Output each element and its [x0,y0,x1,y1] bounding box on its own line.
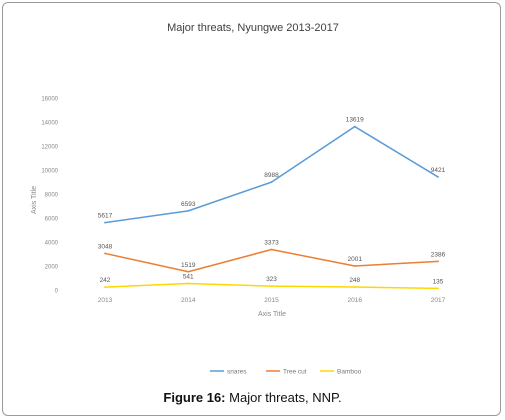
caption-text: Major threats, NNP. [229,390,342,405]
data-point-bamboo-2013 [104,286,106,288]
y-tick-label-12000: 12000 [41,145,58,151]
data-label-snares-2013: 5617 [98,213,113,220]
data-label-snares-2017: 9421 [431,167,446,174]
y-axis-ticks: 0 2000 4000 6000 8000 10000 12000 14000 16000 [41,97,58,295]
data-point-snares-2017 [437,176,439,178]
data-point-bamboo-2015 [270,285,273,288]
data-label-tree-cut-2015: 3373 [264,240,279,247]
data-point-bamboo-2017 [437,287,439,290]
series-line-tree-cut [104,248,439,273]
data-point-bamboo-2016 [353,286,356,288]
data-point-tree-cut-2016 [353,265,356,267]
data-label-bamboo-2017: 135 [433,278,444,285]
data-point-tree-cut-2014 [187,270,190,273]
y-axis-title: Axis Title [31,186,38,214]
data-point-snares-2014 [187,209,190,212]
figure-caption: Figure 16: Major threats, NNP. [0,390,505,405]
legend-label-snares: snares [227,369,247,376]
data-label-snares-2014: 6593 [181,201,196,208]
x-tick-label-2016: 2016 [348,297,363,304]
data-label-bamboo-2016: 248 [349,277,360,284]
y-tick-label-8000: 8000 [45,193,59,199]
data-point-bamboo-2014 [187,282,190,285]
y-tick-label-10000: 10000 [41,169,58,175]
data-label-snares-2015: 8988 [264,172,279,179]
data-label-tree-cut-2016: 2001 [348,256,363,263]
data-label-bamboo-2014: 541 [183,274,194,281]
y-tick-label-2000: 2000 [45,265,59,271]
data-point-snares-2015 [270,181,273,184]
chart-frame [2,2,501,416]
y-tick-label-14000: 14000 [41,121,58,127]
y-tick-label-4000: 4000 [45,241,59,247]
data-label-bamboo-2013: 242 [100,277,111,284]
data-point-tree-cut-2017 [437,260,439,263]
x-tick-label-2017: 2017 [431,297,446,304]
series-lines [104,125,439,290]
data-point-tree-cut-2013 [104,252,106,255]
data-label-tree-cut-2013: 3048 [98,243,113,250]
chart-title: Major threats, Nyungwe 2013-2017 [167,22,339,34]
legend-label-tree-cut: Tree cut [283,369,307,376]
legend-label-bamboo: Bamboo [337,369,362,376]
x-axis-title: Axis Title [258,311,286,318]
y-tick-label-16000: 16000 [41,97,58,103]
data-label-tree-cut-2014: 1519 [181,262,196,269]
data-labels: 5617 6593 8988 13619 9421 3048 1519 3373 2001 238… [98,117,446,286]
y-tick-label-6000: 6000 [45,217,59,223]
y-tick-label-0: 0 [55,289,59,295]
data-label-bamboo-2015: 323 [266,276,277,283]
data-label-tree-cut-2017: 2386 [431,251,446,258]
x-axis-ticks: 2013 2014 2015 2016 2017 [98,297,446,304]
x-tick-label-2013: 2013 [98,297,113,304]
caption-label: Figure 16: [163,390,226,405]
data-point-snares-2013 [104,221,106,224]
data-point-tree-cut-2015 [270,248,273,251]
data-point-snares-2016 [353,125,356,128]
data-label-snares-2016: 13619 [346,117,364,124]
x-tick-label-2014: 2014 [181,297,196,304]
x-tick-label-2015: 2015 [264,297,279,304]
legend: snares Tree cut Bamboo [210,369,362,376]
